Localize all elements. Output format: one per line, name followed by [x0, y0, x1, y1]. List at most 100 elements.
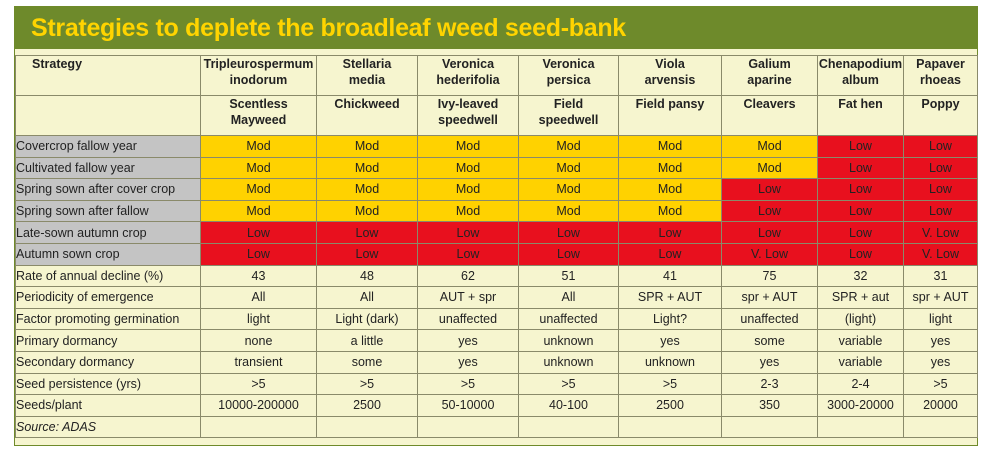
table-cell: 10000-200000 [200, 394, 317, 417]
table-cell: Mod [618, 156, 722, 180]
table-row: Seeds/plant 10000-200000 2500 50-10000 40-10… [15, 394, 978, 417]
table-cell: Low [817, 156, 904, 180]
table-cell: unaffected [417, 307, 519, 331]
table-cell: 31 [903, 264, 978, 288]
common-name: Ivy-leaved [437, 97, 499, 111]
table-row: Spring sown after cover crop Mod Mod Mod Mod… [15, 178, 978, 201]
species-common-header: Scentless Mayweed [200, 95, 317, 136]
latin-species: album [842, 73, 879, 87]
table-cell: V. Low [721, 242, 818, 266]
table-cell: 51 [518, 264, 619, 288]
table-cell: Light (dark) [316, 307, 418, 331]
table-cell: spr + AUT [721, 286, 818, 309]
table-cell: >5 [316, 372, 418, 396]
table-cell: Low [903, 156, 978, 180]
species-latin-header: Papaver rhoeas [903, 55, 978, 96]
table-cell: Mod [417, 199, 519, 223]
table-cell: 32 [817, 264, 904, 288]
table-cell: Mod [618, 178, 722, 201]
species-common-header: Field pansy [618, 95, 722, 136]
empty-cell [417, 415, 519, 439]
latin-genus: Tripleurospermum [203, 57, 314, 71]
table-row: Factor promoting germination light Light (… [15, 307, 978, 331]
species-common-header: Ivy-leaved speedwell [417, 95, 519, 136]
species-common-header: Cleavers [721, 95, 818, 136]
table-cell: some [316, 350, 418, 374]
table-cell: transient [200, 350, 317, 374]
table-cell: unknown [518, 329, 619, 352]
table-cell: V. Low [903, 242, 978, 266]
table-cell: Low [817, 178, 904, 201]
latin-species: persica [546, 73, 591, 87]
table-row: Late-sown autumn crop Low Low Low Low Low Low L… [15, 221, 978, 244]
empty-cell [721, 415, 818, 439]
latin-species: media [348, 73, 386, 87]
table-row: Secondary dormancy transient some yes unknow… [15, 350, 978, 374]
row-label: Seed persistence (yrs) [15, 372, 201, 396]
table-cell: Mod [316, 156, 418, 180]
table-cell: All [200, 286, 317, 309]
table-panel: Strategies to deplete the broadleaf weed… [14, 6, 978, 446]
species-latin-header: Viola arvensis [618, 55, 722, 96]
row-label: Secondary dormancy [15, 350, 201, 374]
species-common-header: Field speedwell [518, 95, 619, 136]
table-cell: 43 [200, 264, 317, 288]
table-row: Periodicity of emergence All All AUT + spr A… [15, 286, 978, 309]
table-cell: >5 [618, 372, 722, 396]
row-label: Cultivated fallow year [15, 156, 201, 180]
table-cell: Mod [417, 135, 519, 158]
empty-cell [518, 415, 619, 439]
species-latin-header: Veronica hederifolia [417, 55, 519, 96]
row-label: Covercrop fallow year [15, 135, 201, 158]
common-name: Field [553, 97, 584, 111]
table-cell: 2-4 [817, 372, 904, 396]
table-cell: Low [518, 242, 619, 266]
table-cell: SPR + AUT [618, 286, 722, 309]
table-cell: Low [817, 242, 904, 266]
table-cell: 2500 [618, 394, 722, 417]
strategy-header: Strategy [15, 55, 201, 96]
table-cell: Mod [518, 178, 619, 201]
row-label: Seeds/plant [15, 394, 201, 417]
table-cell: variable [817, 350, 904, 374]
table-cell: some [721, 329, 818, 352]
latin-species: arvensis [644, 73, 696, 87]
latin-species: aparine [747, 73, 792, 87]
source-note: Source: ADAS [15, 415, 201, 439]
latin-genus: Veronica [542, 57, 595, 71]
table-cell: a little [316, 329, 418, 352]
table-cell: 62 [417, 264, 519, 288]
table-cell: 48 [316, 264, 418, 288]
header-row-common: Scentless Mayweed Chickweed Ivy-leaved speed… [15, 95, 978, 136]
species-latin-header: Chenapodium album [817, 55, 904, 96]
table-cell: Mod [721, 156, 818, 180]
table-cell: Mod [200, 199, 317, 223]
table-cell: >5 [518, 372, 619, 396]
table-cell: yes [903, 350, 978, 374]
latin-genus: Viola [655, 57, 685, 71]
table-cell: Mod [417, 178, 519, 201]
common-name: Field pansy [635, 97, 705, 111]
table-cell: variable [817, 329, 904, 352]
table-cell: Mod [200, 156, 317, 180]
table-cell: yes [903, 329, 978, 352]
table-cell: spr + AUT [903, 286, 978, 309]
table-cell: 350 [721, 394, 818, 417]
common-name: Scentless [229, 97, 288, 111]
table-cell: 50-10000 [417, 394, 519, 417]
table-cell: yes [721, 350, 818, 374]
table-cell: V. Low [903, 221, 978, 244]
species-latin-header: Tripleurospermum inodorum [200, 55, 317, 96]
table-cell: Mod [316, 178, 418, 201]
table-cell: none [200, 329, 317, 352]
table-cell: Low [618, 242, 722, 266]
source-row: Source: ADAS [15, 415, 978, 439]
table-cell: Mod [518, 135, 619, 158]
table-cell: Low [903, 135, 978, 158]
table-row: Spring sown after fallow Mod Mod Mod Mod Mod L… [15, 199, 978, 223]
table-cell: Mod [721, 135, 818, 158]
table-cell: 2500 [316, 394, 418, 417]
table-row: Rate of annual decline (%) 43 48 62 51 41 75 32… [15, 264, 978, 288]
latin-species: rhoeas [920, 73, 961, 87]
row-label: Spring sown after fallow [15, 199, 201, 223]
